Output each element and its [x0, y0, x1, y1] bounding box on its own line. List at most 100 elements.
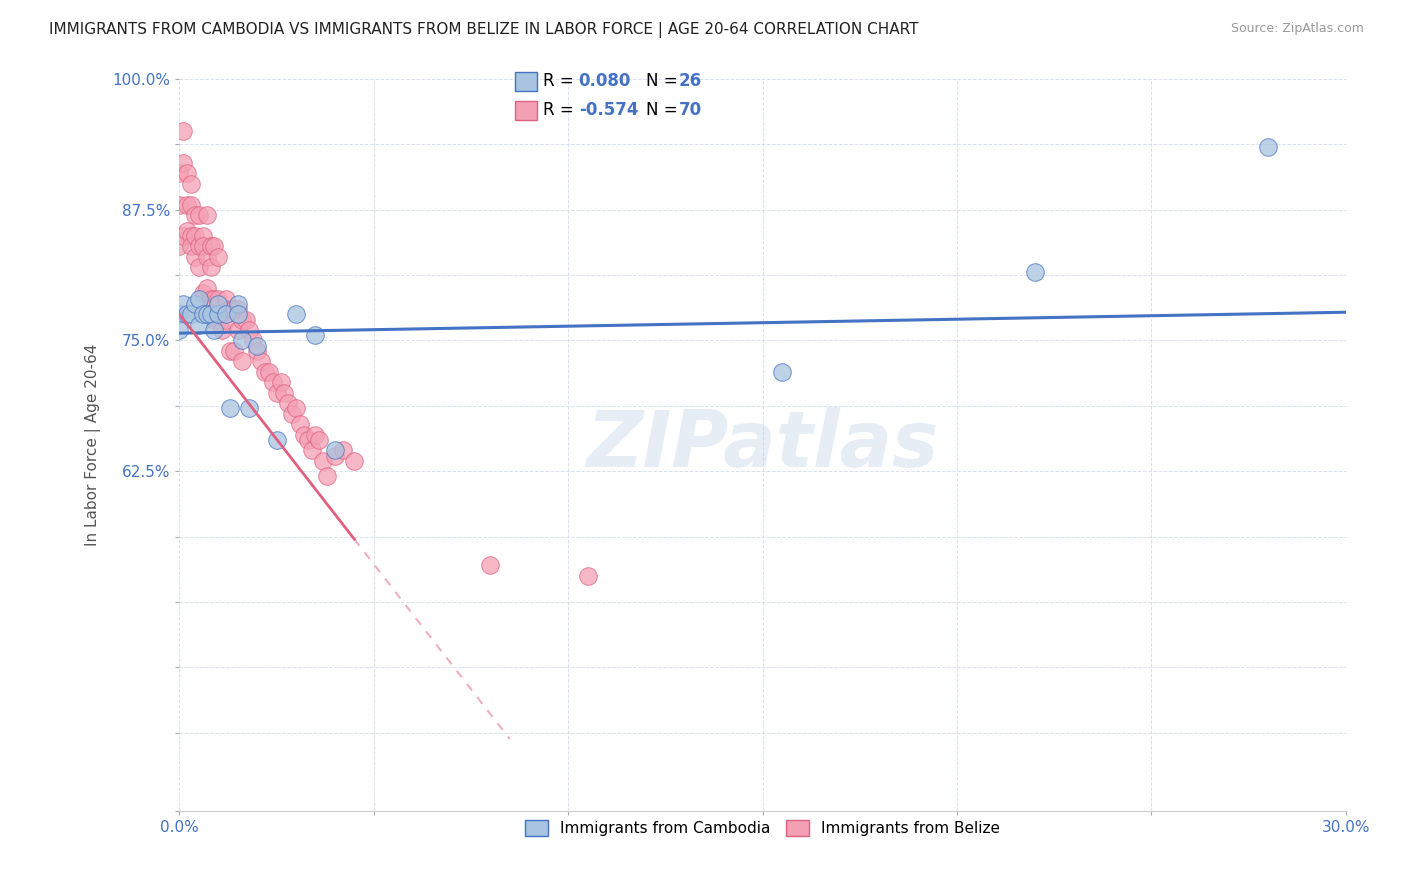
Point	[187, 260, 209, 275]
Point	[204, 292, 226, 306]
Point	[195, 208, 218, 222]
Point	[301, 443, 323, 458]
Text: N =: N =	[647, 102, 683, 120]
Point	[172, 297, 194, 311]
Point	[270, 376, 292, 390]
Point	[231, 312, 253, 326]
Point	[304, 328, 326, 343]
Point	[215, 312, 238, 326]
Point	[187, 208, 209, 222]
Point	[222, 302, 245, 317]
Point	[204, 239, 226, 253]
Point	[180, 228, 202, 243]
Point	[207, 292, 229, 306]
Point	[226, 302, 249, 317]
Point	[266, 385, 288, 400]
Y-axis label: In Labor Force | Age 20-64: In Labor Force | Age 20-64	[86, 344, 101, 546]
Point	[219, 302, 242, 317]
Text: -0.574: -0.574	[579, 102, 638, 120]
Point	[219, 343, 242, 358]
Point	[285, 401, 308, 416]
Point	[184, 297, 207, 311]
Point	[195, 281, 218, 295]
Point	[191, 228, 214, 243]
FancyBboxPatch shape	[515, 102, 537, 120]
Point	[285, 307, 308, 321]
Point	[200, 239, 222, 253]
Text: 70: 70	[678, 102, 702, 120]
Point	[169, 197, 191, 211]
Point	[277, 396, 299, 410]
Point	[184, 228, 207, 243]
Point	[226, 307, 249, 321]
Point	[184, 208, 207, 222]
Point	[191, 307, 214, 321]
Point	[292, 427, 315, 442]
Text: IMMIGRANTS FROM CAMBODIA VS IMMIGRANTS FROM BELIZE IN LABOR FORCE | AGE 20-64 CO: IMMIGRANTS FROM CAMBODIA VS IMMIGRANTS F…	[49, 22, 918, 38]
Point	[204, 323, 226, 337]
Point	[207, 307, 229, 321]
Point	[770, 365, 793, 379]
Point	[215, 307, 238, 321]
Point	[231, 334, 253, 348]
Text: 26: 26	[678, 72, 702, 90]
Point	[195, 307, 218, 321]
Point	[172, 155, 194, 169]
Point	[222, 343, 245, 358]
Point	[273, 385, 295, 400]
Text: R =: R =	[543, 72, 579, 90]
Point	[323, 449, 346, 463]
Point	[219, 401, 242, 416]
Point	[169, 239, 191, 253]
Point	[207, 312, 229, 326]
Point	[195, 250, 218, 264]
Point	[172, 124, 194, 138]
Point	[312, 454, 335, 468]
Point	[200, 260, 222, 275]
Point	[246, 339, 269, 353]
Point	[176, 197, 198, 211]
Text: 0.080: 0.080	[579, 72, 631, 90]
Point	[180, 197, 202, 211]
Text: N =: N =	[647, 72, 683, 90]
Point	[1024, 265, 1046, 279]
Point	[191, 286, 214, 301]
Point	[180, 239, 202, 253]
Point	[253, 365, 276, 379]
Point	[187, 292, 209, 306]
Point	[235, 312, 257, 326]
Point	[246, 343, 269, 358]
Point	[207, 250, 229, 264]
FancyBboxPatch shape	[515, 72, 537, 91]
Point	[332, 443, 354, 458]
Point	[288, 417, 311, 432]
Point	[200, 307, 222, 321]
Point	[1257, 140, 1279, 154]
Point	[187, 318, 209, 332]
Point	[180, 177, 202, 191]
Point	[180, 307, 202, 321]
Point	[576, 569, 599, 583]
Point	[200, 292, 222, 306]
Text: R =: R =	[543, 102, 579, 120]
Point	[172, 228, 194, 243]
Point	[281, 407, 304, 421]
Point	[226, 297, 249, 311]
Legend: Immigrants from Cambodia, Immigrants from Belize: Immigrants from Cambodia, Immigrants fro…	[517, 813, 1008, 844]
Point	[323, 443, 346, 458]
Point	[215, 292, 238, 306]
Point	[176, 224, 198, 238]
Point	[207, 297, 229, 311]
Point	[297, 433, 319, 447]
Point	[479, 558, 502, 573]
Point	[262, 376, 284, 390]
Point	[238, 401, 260, 416]
Text: ZIPatlas: ZIPatlas	[586, 407, 939, 483]
Point	[176, 307, 198, 321]
Point	[257, 365, 280, 379]
Point	[231, 354, 253, 368]
Point	[211, 323, 233, 337]
Point	[343, 454, 366, 468]
Point	[308, 433, 330, 447]
Point	[226, 323, 249, 337]
